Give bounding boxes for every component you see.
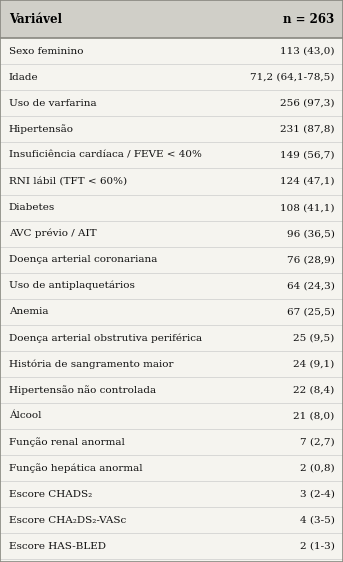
Text: História de sangramento maior: História de sangramento maior (9, 359, 173, 369)
Text: 3 (2-4): 3 (2-4) (299, 490, 334, 498)
Text: Insuficiência cardíaca / FEVE < 40%: Insuficiência cardíaca / FEVE < 40% (9, 151, 201, 160)
Text: 2 (1-3): 2 (1-3) (299, 542, 334, 551)
Text: Função hepática anormal: Função hepática anormal (9, 463, 142, 473)
Text: 231 (87,8): 231 (87,8) (280, 125, 334, 134)
Text: 22 (8,4): 22 (8,4) (293, 386, 334, 395)
Text: 67 (25,5): 67 (25,5) (286, 307, 334, 316)
Text: Uso de antiplaquetários: Uso de antiplaquetários (9, 281, 134, 291)
Text: Variável: Variável (9, 12, 62, 26)
Text: 113 (43,0): 113 (43,0) (280, 47, 334, 56)
Text: AVC prévio / AIT: AVC prévio / AIT (9, 229, 96, 238)
Text: 71,2 (64,1-78,5): 71,2 (64,1-78,5) (250, 73, 334, 82)
Text: Sexo feminino: Sexo feminino (9, 47, 83, 56)
Text: Hipertensão não controlada: Hipertensão não controlada (9, 385, 156, 395)
Text: 25 (9,5): 25 (9,5) (293, 333, 334, 342)
Text: Escore CHADS₂: Escore CHADS₂ (9, 490, 92, 498)
Text: Escore HAS-BLED: Escore HAS-BLED (9, 542, 106, 551)
Text: 124 (47,1): 124 (47,1) (280, 177, 334, 186)
Text: 76 (28,9): 76 (28,9) (286, 255, 334, 264)
Text: 108 (41,1): 108 (41,1) (280, 203, 334, 212)
Text: Uso de varfarina: Uso de varfarina (9, 99, 96, 108)
Text: Anemia: Anemia (9, 307, 48, 316)
Text: RNI lábil (TFT < 60%): RNI lábil (TFT < 60%) (9, 177, 127, 186)
Text: 256 (97,3): 256 (97,3) (280, 99, 334, 108)
Text: 96 (36,5): 96 (36,5) (286, 229, 334, 238)
Text: 2 (0,8): 2 (0,8) (300, 464, 334, 473)
Text: Escore CHA₂DS₂-VASc: Escore CHA₂DS₂-VASc (9, 515, 126, 524)
Text: 21 (8,0): 21 (8,0) (293, 411, 334, 420)
Text: Doença arterial coronariana: Doença arterial coronariana (9, 255, 157, 264)
Text: 24 (9,1): 24 (9,1) (293, 359, 334, 368)
Text: Hipertensão: Hipertensão (9, 125, 74, 134)
Text: Álcool: Álcool (9, 411, 41, 420)
Text: 7 (2,7): 7 (2,7) (300, 437, 334, 446)
Text: 149 (56,7): 149 (56,7) (280, 151, 334, 160)
Bar (0, 0, 343, 38)
Text: Idade: Idade (9, 73, 38, 82)
Text: 4 (3-5): 4 (3-5) (299, 515, 334, 524)
Text: Função renal anormal: Função renal anormal (9, 437, 125, 447)
Text: Doença arterial obstrutiva periférica: Doença arterial obstrutiva periférica (9, 333, 202, 342)
Text: 64 (24,3): 64 (24,3) (286, 281, 334, 290)
Text: Diabetes: Diabetes (9, 203, 55, 212)
Text: n = 263: n = 263 (283, 12, 334, 26)
